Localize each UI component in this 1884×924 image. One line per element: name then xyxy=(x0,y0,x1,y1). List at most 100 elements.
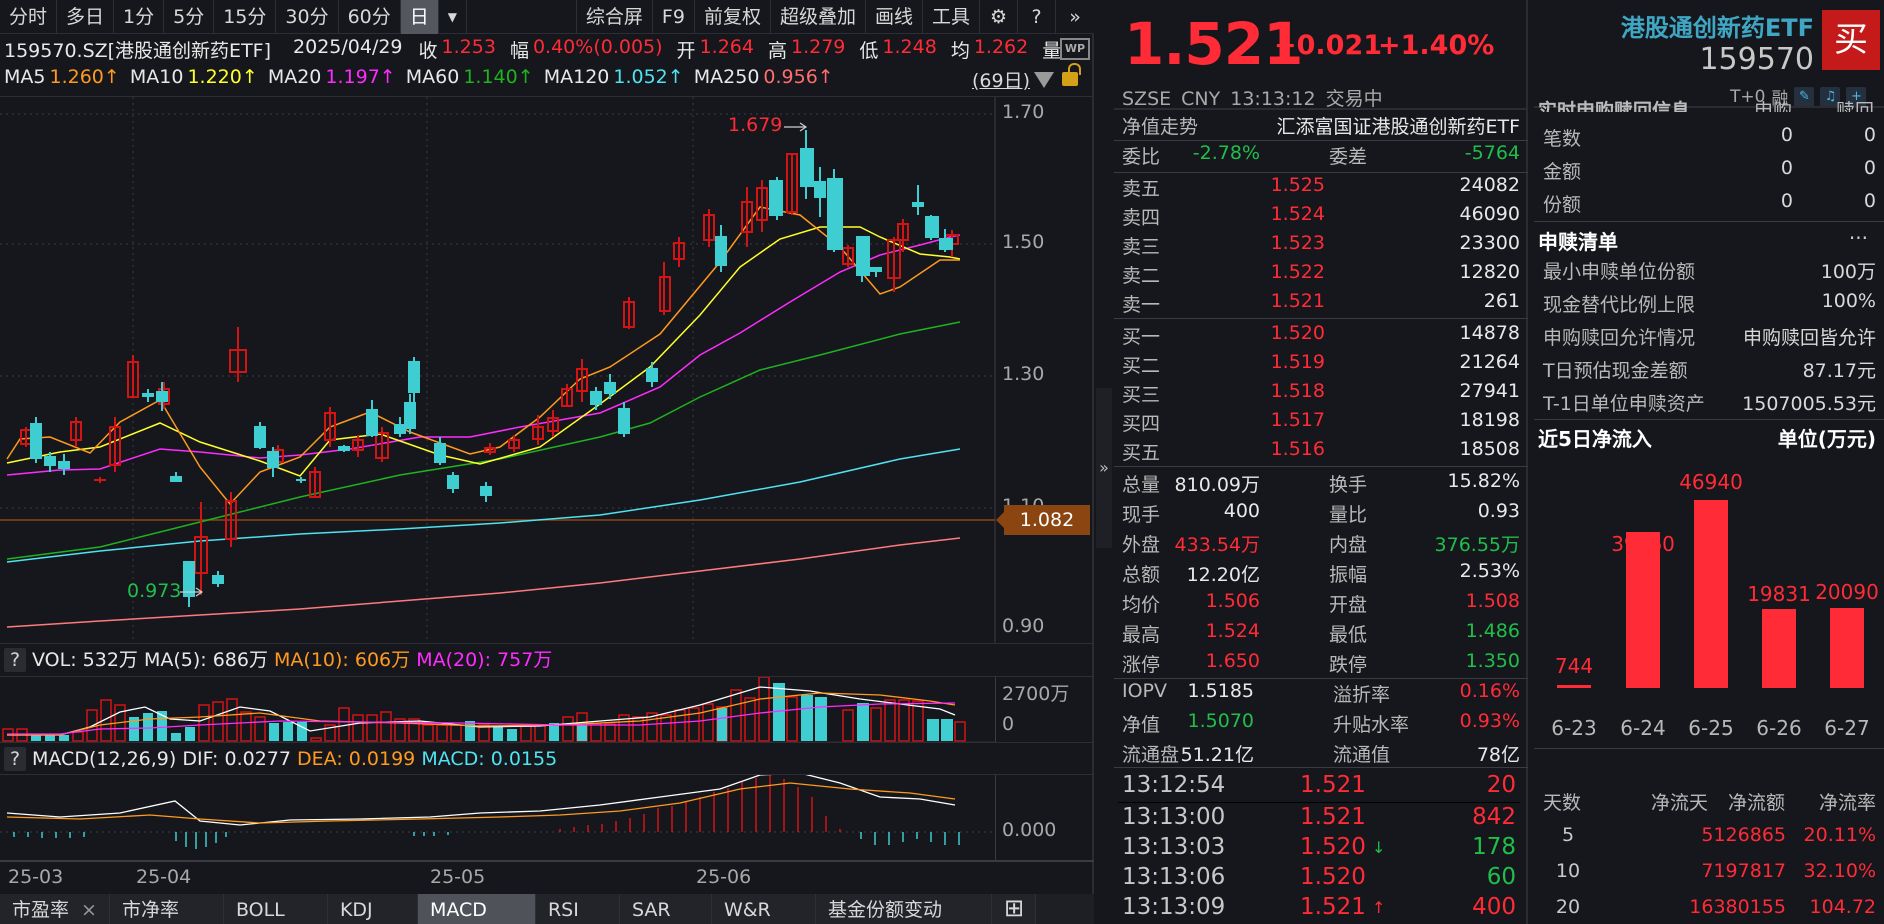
stat-value: 1.350 xyxy=(1465,650,1520,672)
row-net-rate: 20.11% xyxy=(1803,824,1876,846)
bar-value-label: 744 xyxy=(1554,654,1594,678)
forward-adjust-button[interactable]: 前复权 xyxy=(695,0,771,34)
nav-trend-label[interactable]: 净值走势 xyxy=(1122,116,1199,138)
bid-row-5[interactable]: 买五 1.516 18508 xyxy=(1122,438,1520,467)
macd-chart[interactable]: 0.000 xyxy=(0,772,1094,861)
stat-label: 外盘 xyxy=(1122,534,1161,556)
period-tab-multiday[interactable]: 多日 xyxy=(57,0,115,34)
stat-label: 现手 xyxy=(1122,504,1161,526)
tab-rsi[interactable]: RSI xyxy=(535,894,620,924)
row-label: 笔数 xyxy=(1543,128,1582,150)
gear-icon[interactable]: ⚙ xyxy=(980,0,1018,34)
macd-params: MACD(12,26,9) xyxy=(32,748,177,770)
ask-row-3[interactable]: 卖三 1.523 23300 xyxy=(1122,232,1520,261)
period-tab-1min[interactable]: 1分 xyxy=(114,0,165,34)
ma120-label: MA120 xyxy=(543,66,610,88)
bid-row-2[interactable]: 买二 1.519 21264 xyxy=(1122,351,1520,380)
help-icon[interactable]: ? xyxy=(4,648,26,672)
bell-alert-icon[interactable]: ♫ xyxy=(1820,86,1841,107)
up-arrow-icon: ↑ xyxy=(1372,898,1386,917)
period-tab-60min[interactable]: 60分 xyxy=(339,0,401,34)
ma120-value: 1.052↑ xyxy=(613,66,684,88)
stat-label: 流通盘 xyxy=(1122,744,1180,766)
security-code-name: 159570.SZ[港股通创新药ETF] xyxy=(4,40,272,62)
candlestick-chart[interactable]: 1.70 1.50 1.30 1.10 0.90 xyxy=(0,96,1094,643)
tab-fund-share-change[interactable]: 基金份额变动 xyxy=(815,894,992,924)
ask-label: 卖四 xyxy=(1122,207,1161,229)
stat-value: 0.93% xyxy=(1459,710,1520,732)
net-flow-header-row: 天数 净流天 净流额 净流率 xyxy=(1543,788,1876,818)
close-icon[interactable]: × xyxy=(81,899,97,921)
quote-panel xyxy=(1114,0,1528,924)
weicha-value: -5764 xyxy=(1464,142,1520,164)
volume-chart[interactable]: 2700万 0 xyxy=(0,676,1094,743)
subred-list-header: 申赎清单 ··· xyxy=(1538,226,1878,255)
unlock-icon[interactable] xyxy=(1062,63,1081,86)
add-plus-icon[interactable]: + xyxy=(1846,86,1867,107)
tab-sar[interactable]: SAR xyxy=(619,894,712,924)
ask-row-1[interactable]: 卖一 1.521 261 xyxy=(1122,290,1520,319)
period-tab-day[interactable]: 日 xyxy=(400,0,439,34)
bid-row-4[interactable]: 买四 1.517 18198 xyxy=(1122,409,1520,438)
draw-line-button[interactable]: 画线 xyxy=(866,0,923,34)
bid-row-3[interactable]: 买三 1.518 27941 xyxy=(1122,380,1520,409)
help-icon[interactable]: ? xyxy=(4,747,26,771)
ask-volume: 46090 xyxy=(1459,203,1520,225)
tab-kdj[interactable]: KDJ xyxy=(327,894,418,924)
more-icon[interactable]: ··· xyxy=(1848,226,1868,250)
composite-screen-button[interactable]: 综合屏 xyxy=(575,0,653,34)
red-value: 0 xyxy=(1863,124,1876,146)
divider xyxy=(1114,678,1528,679)
nav-trend-row[interactable]: 净值走势 汇添富国证港股通创新药ETF xyxy=(1122,112,1520,141)
stat-row: 最高 1.524 最低 1.486 xyxy=(1122,620,1520,649)
tools-button[interactable]: 工具 xyxy=(923,0,980,34)
ask-row-4[interactable]: 卖四 1.524 46090 xyxy=(1122,203,1520,232)
list-row: T-1日单位申赎资产 1507005.53元 xyxy=(1543,389,1876,419)
stat-value: 78亿 xyxy=(1476,744,1520,766)
ask-price: 1.522 xyxy=(1270,261,1325,283)
super-overlay-button[interactable]: 超级叠加 xyxy=(771,0,866,34)
ask-row-2[interactable]: 卖二 1.522 12820 xyxy=(1122,261,1520,290)
col-net-amount: 净流额 xyxy=(1728,792,1786,814)
etf-info-panel xyxy=(1530,0,1884,924)
macd-indicator-header: ? MACD(12,26,9) DIF: 0.0277 DEA: 0.0199 M… xyxy=(0,742,1094,774)
tab-boll[interactable]: BOLL xyxy=(223,894,328,924)
row-value: 87.17元 xyxy=(1802,360,1876,382)
volume-indicator-header: ? VOL: 532万 MA(5): 686万 MA(10): 606万 MA(2… xyxy=(0,643,1094,675)
ask-row-5[interactable]: 卖五 1.525 24082 xyxy=(1122,174,1520,203)
tick-price: 1.520 xyxy=(1300,864,1366,890)
stat-row: 外盘 433.54万 内盘 376.55万 xyxy=(1122,530,1520,559)
weibi-label: 委比 xyxy=(1122,146,1161,168)
period-tab-15min[interactable]: 15分 xyxy=(214,0,277,34)
tab-pb[interactable]: 市净率 xyxy=(109,894,224,924)
chevron-double-right-icon[interactable]: » xyxy=(1069,6,1081,28)
days-selector[interactable]: (69日) xyxy=(972,70,1031,92)
stat-row: 总额 12.20亿 振幅 2.53% xyxy=(1122,560,1520,589)
tab-macd[interactable]: MACD xyxy=(417,894,536,924)
add-tab-plus-icon[interactable]: ⊞ xyxy=(991,894,1036,924)
buy-button[interactable]: 买 xyxy=(1822,10,1880,70)
f9-button[interactable]: F9 xyxy=(653,0,695,34)
bar-value-label: 46940 xyxy=(1679,470,1743,494)
bid-row-1[interactable]: 买一 1.520 14878 xyxy=(1122,322,1520,351)
ask-volume: 12820 xyxy=(1459,261,1520,283)
net-flow-row: 10 7197817 32.10% xyxy=(1543,860,1876,890)
tab-wr[interactable]: W&R xyxy=(711,894,816,924)
price-change: +0.021 xyxy=(1274,30,1383,61)
help-icon[interactable]: ? xyxy=(1018,0,1056,34)
collapse-panel-chevron-icon[interactable]: » xyxy=(1096,388,1112,548)
net-inflow-header: 近5日净流入 单位(万元) xyxy=(1538,423,1878,452)
tab-pe[interactable]: 市盈率 × xyxy=(0,894,110,924)
period-tab-intraday[interactable]: 分时 xyxy=(0,0,58,34)
period-dropdown-icon[interactable]: ▼ xyxy=(439,0,468,34)
stat-value: 2.53% xyxy=(1459,560,1520,582)
wp-monitor-icon[interactable]: WP xyxy=(1060,38,1090,60)
dropdown-triangle-icon[interactable] xyxy=(1034,72,1054,88)
stat-value: 1.5070 xyxy=(1187,710,1254,732)
macd-value: MACD: 0.0155 xyxy=(421,748,558,770)
period-tab-5min[interactable]: 5分 xyxy=(164,0,215,34)
edit-pencil-icon[interactable]: ✎ xyxy=(1794,86,1815,107)
bar-date: 2025/04/29 xyxy=(293,36,403,58)
ask-price: 1.525 xyxy=(1270,174,1325,196)
period-tab-30min[interactable]: 30分 xyxy=(276,0,339,34)
